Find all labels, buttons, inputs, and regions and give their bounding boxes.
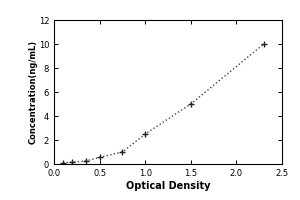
X-axis label: Optical Density: Optical Density: [126, 181, 210, 191]
Y-axis label: Concentration(ng/mL): Concentration(ng/mL): [28, 40, 37, 144]
